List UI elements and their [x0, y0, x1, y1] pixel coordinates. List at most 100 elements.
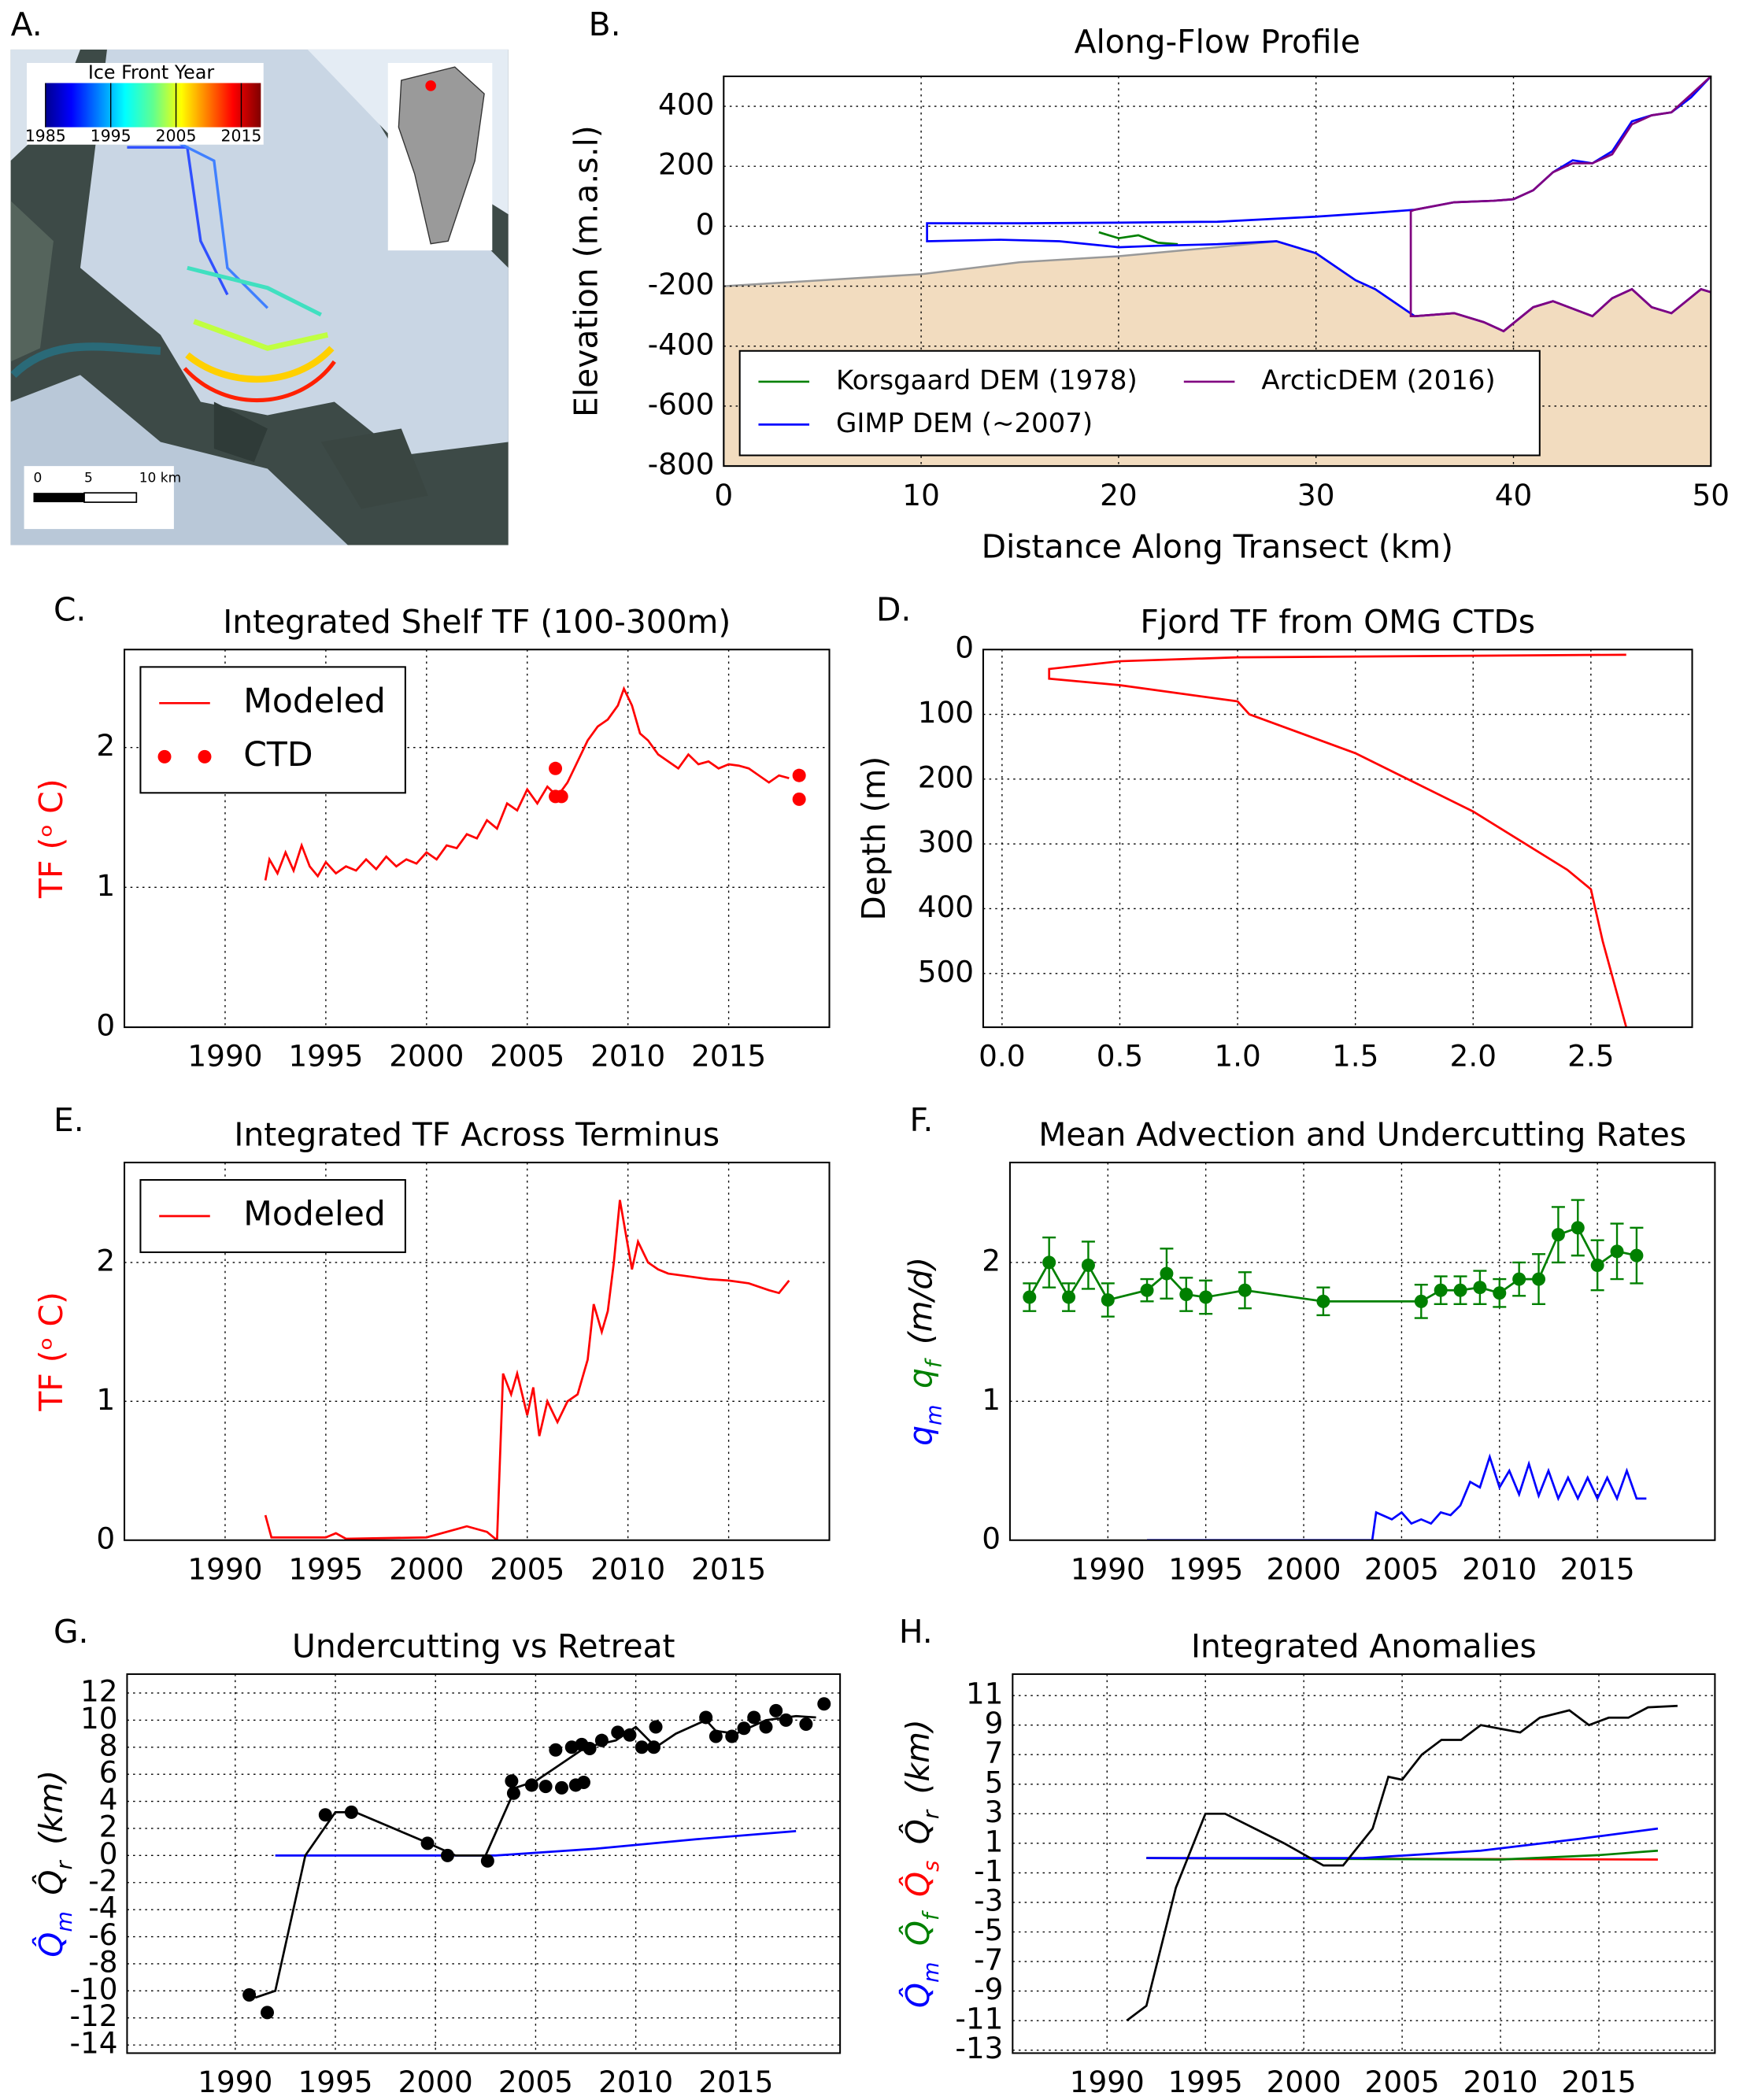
x-tick-label: 2015: [691, 1551, 766, 1586]
data-point: [594, 1733, 609, 1747]
y-tick-label: 400: [918, 889, 974, 924]
x-tick-label: 1990: [187, 1039, 262, 1074]
data-point: [1140, 1283, 1154, 1297]
y-tick-label: 3: [985, 1795, 1004, 1829]
data-point: [779, 1713, 793, 1727]
data-point: [564, 1740, 579, 1754]
data-point: [261, 2006, 275, 2020]
data-point: [440, 1848, 454, 1862]
data-point: [506, 1786, 520, 1800]
y-tick-label: -2: [88, 1863, 117, 1898]
x-tick-label: 2000: [1267, 2065, 1341, 2099]
x-tick-label: 2015: [1560, 1551, 1635, 1586]
chart-title: Integrated TF Across Terminus: [234, 1116, 720, 1154]
data-point: [1316, 1294, 1330, 1308]
y-tick-label: -14: [69, 2026, 117, 2061]
data-point: [737, 1721, 751, 1736]
x-tick-label: 2000: [389, 1551, 464, 1586]
data-point: [576, 1775, 590, 1790]
data-point: [242, 1987, 257, 2002]
y-tick-label: 12: [80, 1673, 118, 1708]
plot-frame: [126, 1673, 842, 2054]
plot-frame: [1012, 1673, 1716, 2054]
y-tick-label: 1: [96, 1382, 115, 1417]
x-tick-label: 2000: [398, 2065, 473, 2099]
y-axis-label: Q̂mQ̂r(km): [32, 1770, 77, 1958]
y-tick-label: 7: [985, 1736, 1004, 1770]
data-point: [583, 1741, 597, 1756]
x-tick-label: 2005: [1364, 1551, 1439, 1586]
data-point: [1551, 1228, 1565, 1242]
x-tick-label: 0.0: [979, 1039, 1025, 1074]
x-tick-label: 1.0: [1214, 1039, 1260, 1074]
y-tick-label: 2: [99, 1809, 118, 1843]
y-tick-label: -11: [955, 2002, 1003, 2036]
data-point: [699, 1710, 713, 1725]
y-tick-label: -200: [648, 267, 715, 301]
colorbar-tick-label: 1995: [91, 127, 131, 146]
y-label-part: Q̂: [899, 1819, 937, 1844]
data-point: [524, 1778, 538, 1792]
x-tick-label: 1995: [298, 2065, 372, 2099]
data-point: [792, 792, 806, 806]
data-point: [1160, 1266, 1174, 1281]
x-tick-label: 1990: [198, 2065, 272, 2099]
x-tick-label: 2005: [498, 2065, 573, 2099]
y-tick-label: 5: [985, 1765, 1004, 1799]
x-tick-label: 0: [714, 478, 733, 512]
colorbar-tick-label: 1985: [25, 127, 66, 146]
y-tick-label: -12: [69, 1998, 117, 2033]
data-point: [747, 1710, 761, 1725]
y-tick-label: -10: [69, 1972, 117, 2006]
y-tick-label: 0: [96, 1008, 115, 1043]
x-tick-label: 2010: [590, 1551, 665, 1586]
x-tick-label: 1995: [1168, 1551, 1243, 1586]
x-tick-label: 1990: [187, 1551, 262, 1586]
legend-swatch: [198, 749, 212, 763]
data-point: [1590, 1258, 1604, 1272]
y-tick-label: -5: [974, 1913, 1003, 1947]
data-point: [1101, 1293, 1115, 1307]
panel-label: F.: [909, 1101, 933, 1139]
y-tick-label: -600: [648, 386, 715, 421]
y-tick-label: 0: [982, 1521, 1001, 1555]
scale-label: 0: [33, 470, 42, 486]
y-tick-label: -4: [88, 1891, 117, 1925]
x-tick-label: 2015: [698, 2065, 773, 2099]
data-point: [549, 761, 563, 775]
data-point: [1023, 1290, 1037, 1304]
y-tick-label: 300: [918, 825, 974, 860]
data-point: [1062, 1290, 1076, 1304]
plot-frame: [723, 75, 1712, 468]
y-tick-label: -8: [88, 1944, 117, 1979]
data-line: [1126, 1704, 1678, 2022]
chart-title: Along-Flow Profile: [1075, 23, 1360, 61]
data-point: [480, 1854, 494, 1868]
x-tick-label: 2000: [1266, 1551, 1341, 1586]
x-tick-label: 2010: [590, 1039, 665, 1074]
y-label-part: Q̂: [899, 1983, 937, 2008]
plot-area: [982, 649, 1693, 1028]
satellite-image: [10, 49, 509, 545]
legend-box: [738, 349, 1541, 457]
data-point: [1493, 1286, 1507, 1300]
legend-label: Modeled: [243, 682, 386, 721]
legend-label: GIMP DEM (~2007): [836, 408, 1093, 439]
x-tick-label: 2005: [490, 1551, 564, 1586]
data-point: [1238, 1283, 1252, 1297]
x-tick-label: 2000: [389, 1039, 464, 1074]
data-point: [799, 1717, 813, 1732]
plot-frame: [124, 649, 831, 1029]
data-line: [1146, 1827, 1659, 1859]
y-label-sub: m: [922, 1404, 946, 1425]
x-tick-label: 2005: [1365, 2065, 1440, 2099]
data-line: [264, 686, 790, 881]
y-tick-label: 4: [99, 1782, 118, 1817]
y-tick-label: 0: [955, 630, 974, 665]
colorbar-tick-label: 2015: [221, 127, 262, 146]
data-point: [1473, 1281, 1487, 1295]
y-tick-label: -7: [974, 1943, 1003, 1977]
y-axis-label: TF (ᵒ C): [32, 1292, 70, 1412]
y-tick-label: 8: [99, 1728, 118, 1762]
